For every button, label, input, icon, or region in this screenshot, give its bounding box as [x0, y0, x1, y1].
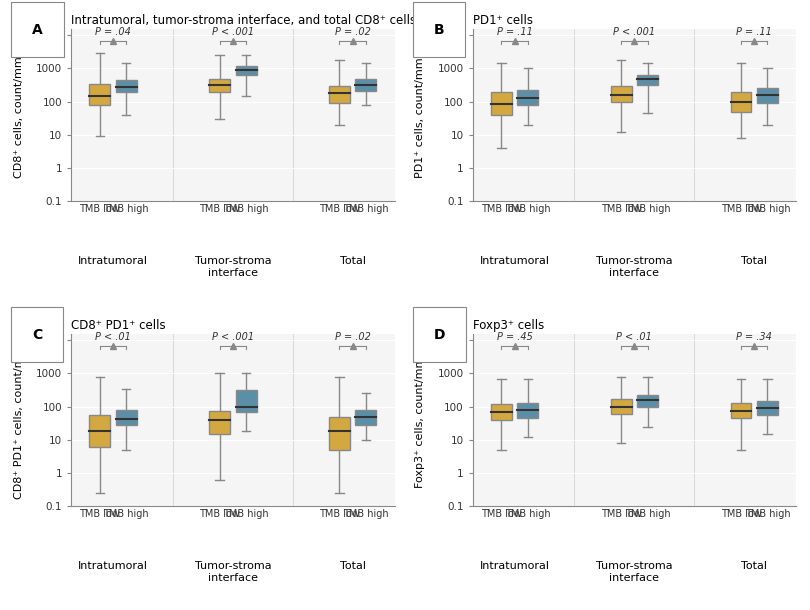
FancyBboxPatch shape	[116, 410, 137, 425]
FancyBboxPatch shape	[637, 74, 658, 85]
Y-axis label: Foxp3⁺ cells, count/mm²: Foxp3⁺ cells, count/mm²	[416, 353, 425, 488]
Text: P = .02: P = .02	[335, 27, 371, 37]
FancyBboxPatch shape	[116, 80, 137, 91]
Text: B: B	[434, 23, 445, 37]
Text: Tumor-stroma
interface: Tumor-stroma interface	[596, 561, 672, 583]
FancyBboxPatch shape	[731, 403, 752, 418]
Text: P < .001: P < .001	[613, 27, 655, 37]
Text: Intratumoral: Intratumoral	[78, 256, 148, 266]
Text: PD1⁺ cells: PD1⁺ cells	[472, 14, 533, 27]
Text: Foxp3⁺ cells: Foxp3⁺ cells	[472, 319, 544, 332]
FancyBboxPatch shape	[356, 79, 377, 91]
FancyBboxPatch shape	[329, 86, 350, 103]
Text: P < .01: P < .01	[616, 332, 652, 342]
Y-axis label: CD8⁺ cells, count/mm²: CD8⁺ cells, count/mm²	[14, 52, 23, 179]
Text: P = .02: P = .02	[335, 332, 371, 342]
Y-axis label: PD1⁺ cells, count/mm²: PD1⁺ cells, count/mm²	[416, 52, 425, 178]
Text: Tumor-stroma
interface: Tumor-stroma interface	[596, 256, 672, 278]
FancyBboxPatch shape	[637, 395, 658, 407]
Text: P = .11: P = .11	[736, 27, 772, 37]
FancyBboxPatch shape	[329, 417, 350, 450]
FancyBboxPatch shape	[236, 390, 257, 412]
Text: C: C	[32, 328, 43, 342]
FancyBboxPatch shape	[491, 404, 512, 420]
Text: Intratumoral: Intratumoral	[480, 561, 549, 571]
Text: Total: Total	[741, 561, 767, 571]
Text: Total: Total	[339, 561, 365, 571]
FancyBboxPatch shape	[611, 399, 632, 414]
Text: P < .01: P < .01	[95, 332, 131, 342]
Text: P = .11: P = .11	[497, 27, 532, 37]
FancyBboxPatch shape	[491, 92, 512, 115]
Text: A: A	[32, 23, 43, 37]
FancyBboxPatch shape	[518, 90, 538, 105]
Text: Total: Total	[339, 256, 365, 266]
FancyBboxPatch shape	[209, 411, 230, 434]
Text: P < .001: P < .001	[211, 332, 254, 342]
FancyBboxPatch shape	[611, 86, 632, 102]
FancyBboxPatch shape	[89, 84, 110, 105]
Text: CD8⁺ PD1⁺ cells: CD8⁺ PD1⁺ cells	[71, 319, 166, 332]
Y-axis label: CD8⁺ PD1⁺ cells, count/mm²: CD8⁺ PD1⁺ cells, count/mm²	[14, 342, 23, 499]
FancyBboxPatch shape	[757, 88, 778, 103]
Text: P = .04: P = .04	[95, 27, 131, 37]
Text: Intratumoral, tumor-stroma interface, and total CD8⁺ cells: Intratumoral, tumor-stroma interface, an…	[71, 14, 416, 27]
Text: D: D	[434, 328, 446, 342]
FancyBboxPatch shape	[757, 401, 778, 415]
FancyBboxPatch shape	[209, 79, 230, 91]
FancyBboxPatch shape	[89, 415, 110, 447]
Text: Intratumoral: Intratumoral	[480, 256, 549, 266]
FancyBboxPatch shape	[236, 66, 257, 74]
FancyBboxPatch shape	[356, 410, 377, 425]
FancyBboxPatch shape	[731, 92, 752, 112]
Text: Tumor-stroma
interface: Tumor-stroma interface	[194, 256, 271, 278]
Text: P = .34: P = .34	[736, 332, 772, 342]
Text: P = .45: P = .45	[497, 332, 532, 342]
Text: Total: Total	[741, 256, 767, 266]
Text: Intratumoral: Intratumoral	[78, 561, 148, 571]
Text: Tumor-stroma
interface: Tumor-stroma interface	[194, 561, 271, 583]
Text: P < .001: P < .001	[211, 27, 254, 37]
FancyBboxPatch shape	[518, 403, 538, 418]
